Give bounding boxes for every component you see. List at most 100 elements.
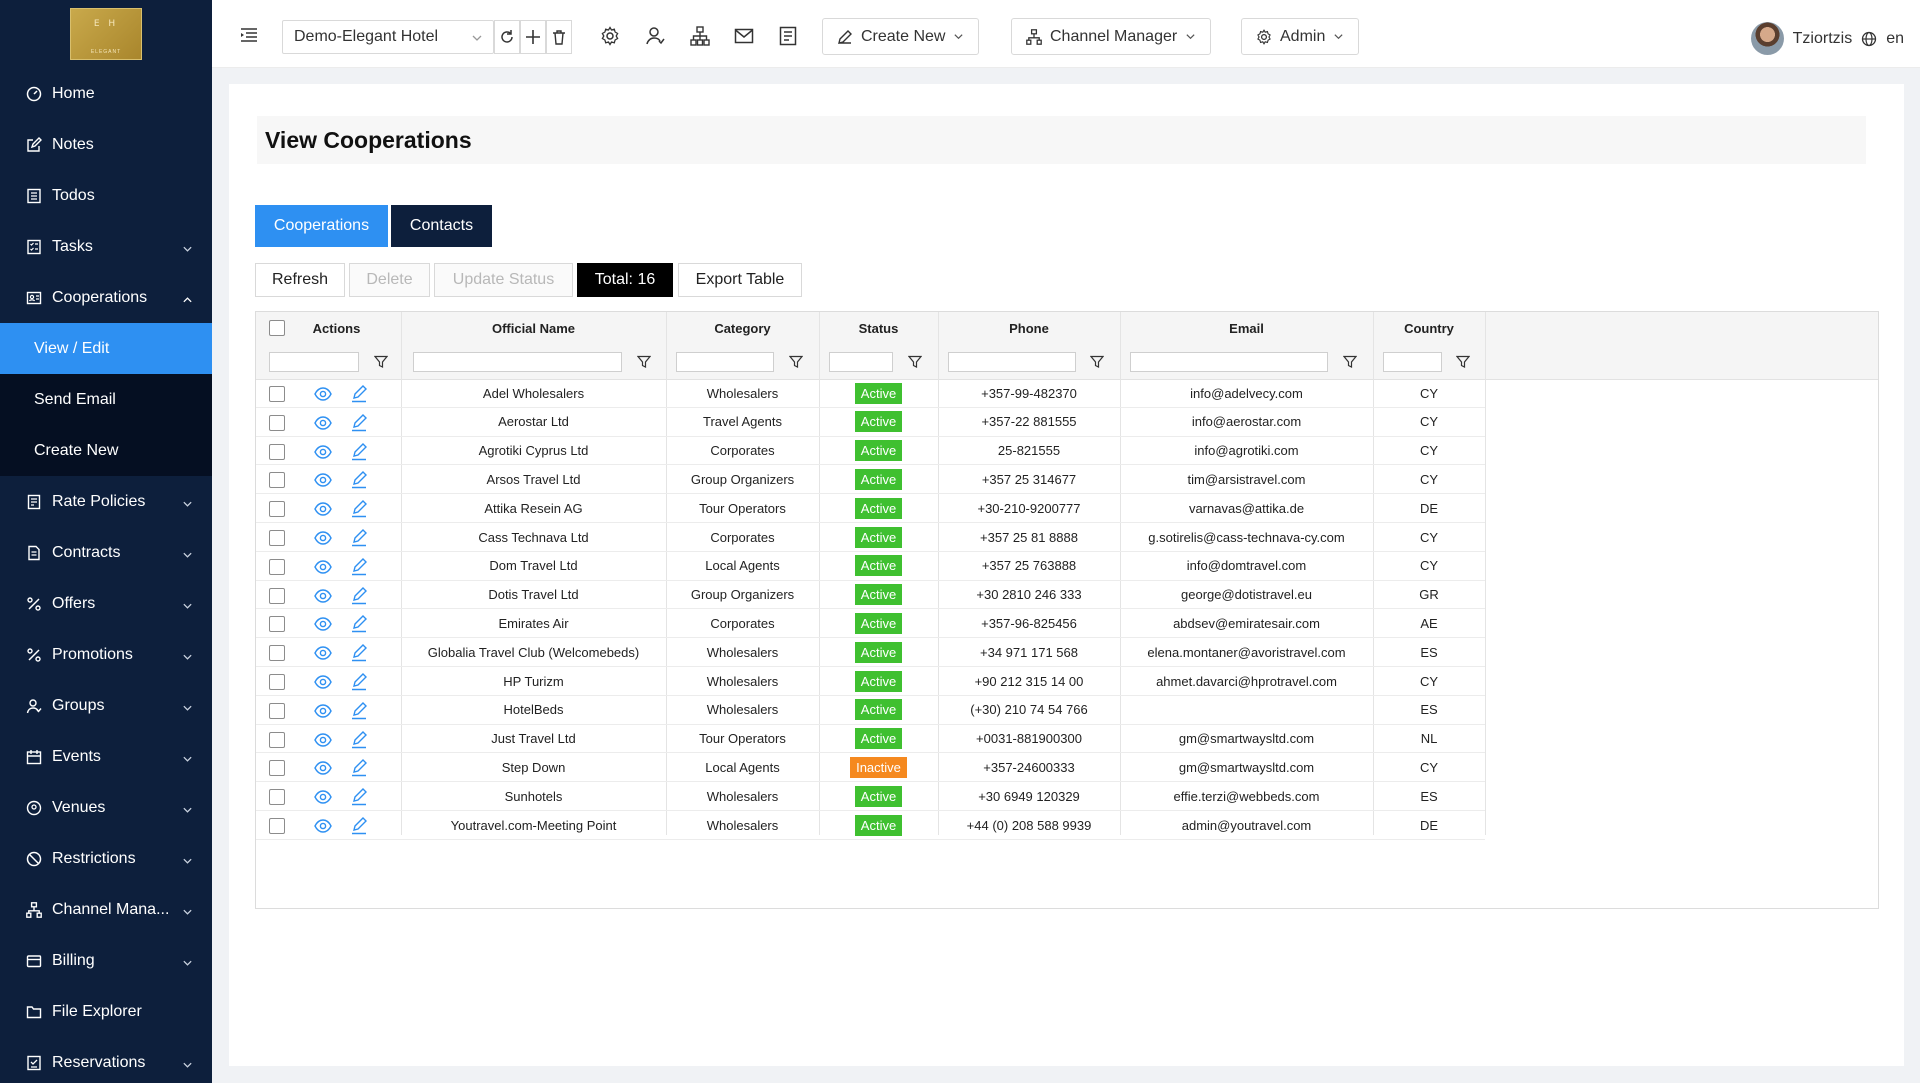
view-eye-icon[interactable] xyxy=(314,702,332,720)
edit-pencil-icon[interactable] xyxy=(350,673,368,691)
row-checkbox[interactable] xyxy=(269,674,285,690)
sidebar-item-file-explorer[interactable]: File Explorer xyxy=(0,986,212,1037)
table-row[interactable]: Agrotiki Cyprus Ltd Corporates 25-821555 in… xyxy=(256,437,1485,466)
table-row[interactable]: Sunhotels Wholesalers +30 6949 120329 effie… xyxy=(256,782,1485,811)
sidebar-item-venues[interactable]: Venues xyxy=(0,782,212,833)
chevron-down-icon[interactable] xyxy=(182,904,193,915)
table-row[interactable]: HP Turizm Wholesalers +90 212 315 14 00 ahm… xyxy=(256,667,1485,696)
row-checkbox[interactable] xyxy=(269,530,285,546)
chevron-down-icon[interactable] xyxy=(182,496,193,507)
chevron-down-icon[interactable] xyxy=(182,955,193,966)
channel-manager-dropdown[interactable]: Channel Manager xyxy=(1011,18,1212,55)
sidebar-item-contracts[interactable]: Contracts xyxy=(0,527,212,578)
hierarchy-button[interactable] xyxy=(686,22,714,50)
view-eye-icon[interactable] xyxy=(314,615,332,633)
header-category[interactable]: Category xyxy=(714,320,771,336)
table-row[interactable]: Step Down Local Agents +357-24600333 gm@sma… xyxy=(256,753,1485,783)
user-menu[interactable]: Tziortzis en xyxy=(1750,22,1904,55)
view-eye-icon[interactable] xyxy=(314,414,332,432)
table-row[interactable]: Dotis Travel Ltd Group Organizers +30 2810… xyxy=(256,581,1485,610)
globe-icon[interactable] xyxy=(1861,31,1877,47)
cell-email[interactable]: elena.montaner@avoristravel.com xyxy=(1147,644,1346,660)
status-badge[interactable]: Active xyxy=(854,728,903,750)
view-eye-icon[interactable] xyxy=(314,731,332,749)
mail-button[interactable] xyxy=(730,22,758,50)
edit-pencil-icon[interactable] xyxy=(350,701,368,720)
status-badge[interactable]: Active xyxy=(854,699,903,721)
header-status[interactable]: Status xyxy=(858,320,899,336)
export-table-button[interactable]: Export Table xyxy=(678,263,802,297)
filter-icon[interactable] xyxy=(789,355,803,369)
table-row[interactable]: Emirates Air Corporates +357-96-825456 abds… xyxy=(256,609,1485,639)
edit-pencil-icon[interactable] xyxy=(350,730,368,749)
edit-pencil-icon[interactable] xyxy=(350,471,368,489)
phone-filter-input[interactable] xyxy=(948,352,1076,372)
view-eye-icon[interactable] xyxy=(314,558,332,576)
edit-pencil-icon[interactable] xyxy=(350,644,368,662)
status-badge[interactable]: Active xyxy=(854,584,903,606)
filter-icon[interactable] xyxy=(1343,355,1357,369)
language-selector[interactable]: en xyxy=(1886,29,1904,47)
sidebar-item-groups[interactable]: Groups xyxy=(0,680,212,731)
cell-email[interactable]: info@aerostar.com xyxy=(1191,414,1302,430)
update-status-button[interactable]: Update Status xyxy=(434,263,573,297)
row-checkbox[interactable] xyxy=(269,443,285,460)
chevron-down-icon[interactable] xyxy=(182,802,193,813)
row-checkbox[interactable] xyxy=(269,472,285,489)
header-email[interactable]: Email xyxy=(1229,320,1264,336)
submenu-item-create-new[interactable]: Create New xyxy=(34,441,119,459)
reload-button[interactable] xyxy=(494,20,520,54)
cell-email[interactable]: george@dotistravel.eu xyxy=(1181,587,1312,603)
submenu-item-send-email[interactable]: Send Email xyxy=(34,390,116,408)
create-new-dropdown[interactable]: Create New xyxy=(822,18,980,55)
menu-toggle-icon[interactable] xyxy=(238,24,260,46)
status-badge[interactable]: Active xyxy=(854,382,903,404)
row-checkbox[interactable] xyxy=(269,386,285,402)
sidebar-item-cooperations[interactable]: Cooperations xyxy=(0,272,212,323)
chevron-down-icon[interactable] xyxy=(182,700,193,711)
settings-button[interactable] xyxy=(596,22,624,50)
header-phone[interactable]: Phone xyxy=(1009,320,1049,336)
table-row[interactable]: HotelBeds Wholesalers (+30) 210 74 54 766 E… xyxy=(256,696,1485,725)
delete-button[interactable]: Delete xyxy=(349,263,430,297)
cell-email[interactable]: info@adelvecy.com xyxy=(1190,385,1303,401)
actions-filter-input[interactable] xyxy=(269,352,359,372)
view-eye-icon[interactable] xyxy=(314,587,332,605)
tab-contacts[interactable]: Contacts xyxy=(391,205,492,247)
table-row[interactable]: Adel Wholesalers Wholesalers +357-99-48237… xyxy=(256,379,1485,408)
cell-email[interactable]: g.sotirelis@cass-technava-cy.com xyxy=(1148,529,1345,545)
table-row[interactable]: Arsos Travel Ltd Group Organizers +357 25 … xyxy=(256,465,1485,495)
sidebar-item-channel-mana[interactable]: Channel Mana... xyxy=(0,884,212,935)
sidebar-item-home[interactable]: Home xyxy=(0,68,212,119)
edit-pencil-icon[interactable] xyxy=(350,586,368,605)
view-eye-icon[interactable] xyxy=(314,759,332,777)
avatar[interactable] xyxy=(1750,22,1784,55)
sidebar-item-billing[interactable]: Billing xyxy=(0,935,212,986)
hotel-logo[interactable]: E H ELEGANT xyxy=(70,8,142,60)
cell-email[interactable]: abdsev@emiratesair.com xyxy=(1173,615,1320,631)
cell-email[interactable]: gm@smartwaysltd.com xyxy=(1178,731,1315,747)
row-checkbox[interactable] xyxy=(269,616,285,633)
cell-email[interactable]: gm@smartwaysltd.com xyxy=(1178,759,1315,775)
header-official-name[interactable]: Official Name xyxy=(491,320,576,336)
row-checkbox[interactable] xyxy=(269,818,285,834)
status-badge[interactable]: Active xyxy=(854,555,903,577)
sidebar-item-notes[interactable]: Notes xyxy=(0,119,212,170)
cell-email[interactable] xyxy=(1120,696,1373,724)
sidebar-item-restrictions[interactable]: Restrictions xyxy=(0,833,212,884)
status-badge[interactable]: Active xyxy=(854,670,903,692)
chevron-down-icon[interactable] xyxy=(182,649,193,660)
email-filter-input[interactable] xyxy=(1130,352,1328,372)
sidebar-item-reservations[interactable]: Reservations xyxy=(0,1037,212,1083)
status-badge[interactable]: Active xyxy=(854,497,903,519)
hotel-select[interactable]: Demo-Elegant Hotel xyxy=(282,20,494,54)
status-badge[interactable]: Active xyxy=(854,814,903,836)
cell-email[interactable]: info@domtravel.com xyxy=(1186,558,1307,574)
chevron-down-icon[interactable] xyxy=(182,853,193,864)
status-badge[interactable]: Active xyxy=(854,641,903,663)
header-actions[interactable]: Actions xyxy=(312,320,361,336)
filter-icon[interactable] xyxy=(637,355,651,369)
header-country[interactable]: Country xyxy=(1404,320,1454,336)
admin-dropdown[interactable]: Admin xyxy=(1241,18,1360,55)
delete-top-button[interactable] xyxy=(546,20,572,54)
